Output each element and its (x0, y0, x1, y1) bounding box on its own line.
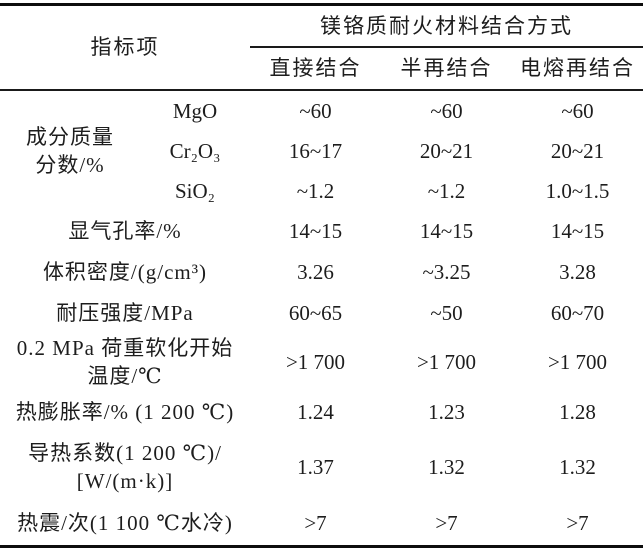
header-indicator-item: 指标项 (0, 4, 250, 91)
table-header: 指标项 镁铬质耐火材料结合方式 直接结合 半再结合 电熔再结合 (0, 4, 643, 91)
cell-value: ~60 (299, 98, 332, 123)
refractory-properties-table: 指标项 镁铬质耐火材料结合方式 直接结合 半再结合 电熔再结合 成分质量 分数/… (0, 3, 643, 548)
cell-value: 1.37 (297, 454, 334, 479)
table-row-softening-temperature: 0.2 MPa 荷重软化开始 温度/℃ >1 700 >1 700 >1 700 (0, 333, 643, 391)
row-label: 热震/次(1 100 ℃水冷) (17, 510, 233, 535)
column-header-fused-rebonded: 电熔再结合 (512, 47, 643, 91)
header-row-span: 指标项 镁铬质耐火材料结合方式 (0, 4, 643, 91)
header-row-columns: 直接结合 半再结合 电熔再结合 (0, 47, 643, 91)
cell-value: ~60 (561, 98, 594, 123)
column-header-semi-rebonded: 半再结合 (381, 47, 512, 91)
cell-value: 1.32 (428, 454, 465, 479)
table-row-thermal-conductivity: 导热系数(1 200 ℃)/ [W/(m·k)] 1.37 1.32 1.32 (0, 433, 643, 501)
row-label: 0.2 MPa 荷重软化开始 温度/℃ (16, 335, 234, 388)
cell-value: ~1.2 (296, 178, 335, 203)
table-row-bulk-density: 体积密度/(g/cm³) 3.26 ~3.25 3.28 (0, 251, 643, 293)
cell-value: ~3.25 (422, 259, 471, 284)
table-row-cr2o3: Cr₂O₃ 16~17 20~21 20~21 (0, 131, 643, 171)
cell-value: >1 700 (547, 349, 608, 374)
cell-value: 14~15 (419, 218, 474, 243)
cell-value: >7 (435, 510, 458, 535)
column-header-direct-bond: 直接结合 (250, 47, 381, 91)
cell-value: ~1.2 (427, 178, 466, 203)
cell-value: 1.24 (297, 399, 334, 424)
table-body: 成分质量 分数/% MgO ~60 ~60 ~60 Cr₂O₃ 16~17 20… (0, 90, 643, 547)
cell-value: ~50 (430, 300, 463, 325)
cell-value: 1.0~1.5 (545, 178, 610, 203)
cell-value: >7 (304, 510, 327, 535)
cell-value: 20~21 (550, 138, 605, 163)
cell-value: 60~65 (288, 300, 343, 325)
cell-value: ~60 (430, 98, 463, 123)
cell-value: 3.28 (559, 259, 596, 284)
table-row-mgo: 成分质量 分数/% MgO ~60 ~60 ~60 (0, 90, 643, 177)
row-label: 导热系数(1 200 ℃)/ [W/(m·k)] (28, 440, 222, 493)
row-sublabel-mgo: MgO (172, 98, 218, 123)
cell-value: 60~70 (550, 300, 605, 325)
table-row-crushing-strength: 耐压强度/MPa 60~65 ~50 60~70 (0, 293, 643, 333)
cell-value: >1 700 (285, 349, 346, 374)
cell-value: 16~17 (288, 138, 343, 163)
table-row-thermal-shock: 热震/次(1 100 ℃水冷) >7 >7 >7 (0, 501, 643, 547)
cell-value: >1 700 (416, 349, 477, 374)
table-row-sio2: SiO₂ ~1.2 ~1.2 1.0~1.5 (0, 171, 643, 211)
row-label: 显气孔率/% (68, 218, 182, 243)
row-label: 耐压强度/MPa (56, 300, 194, 325)
row-sublabel-cr2o3: Cr₂O₃ (169, 138, 221, 163)
cell-value: 1.23 (428, 399, 465, 424)
cell-value: 14~15 (550, 218, 605, 243)
cell-value: 20~21 (419, 138, 474, 163)
header-bonding-type-span: 镁铬质耐火材料结合方式 (250, 4, 643, 48)
cell-value: 14~15 (288, 218, 343, 243)
row-label: 热膨胀率/% (1 200 ℃) (15, 399, 235, 424)
row-sublabel-sio2: SiO₂ (174, 178, 215, 203)
row-label: 体积密度/(g/cm³) (42, 259, 208, 284)
cell-value: 1.28 (559, 399, 596, 424)
table-row-thermal-expansion: 热膨胀率/% (1 200 ℃) 1.24 1.23 1.28 (0, 391, 643, 433)
cell-value: 3.26 (297, 259, 334, 284)
cell-value: >7 (566, 510, 589, 535)
cell-value: 1.32 (559, 454, 596, 479)
row-group-label-composition: 成分质量 分数/% (26, 124, 114, 177)
table-row-apparent-porosity: 显气孔率/% 14~15 14~15 14~15 (0, 211, 643, 251)
